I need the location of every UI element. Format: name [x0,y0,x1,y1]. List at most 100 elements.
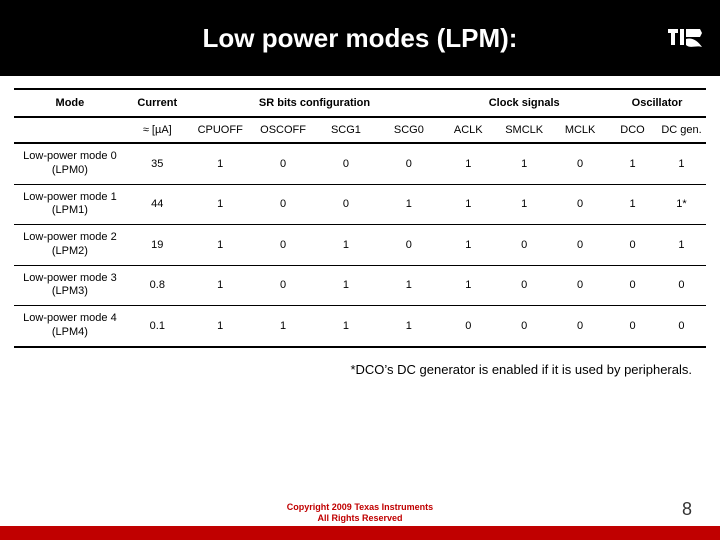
data-cell: 1 [189,184,252,225]
data-cell: 0.8 [126,265,189,306]
table-header-sub-row: ≈ [µA] CPUOFF OSCOFF SCG1 SCG0 ACLK SMCL… [14,117,706,143]
sub-header: CPUOFF [189,117,252,143]
slide: Low power modes (LPM): Mode Current SR b… [0,0,720,540]
data-cell: 0 [252,143,315,184]
data-cell: 1 [315,225,378,266]
sub-header: SCG0 [377,117,440,143]
data-cell: 1 [189,265,252,306]
mode-line1: Low-power mode 1 [23,191,117,203]
data-cell: 1 [189,306,252,347]
data-cell: 0 [608,265,657,306]
mode-cell: Low-power mode 4 (LPM4) [14,306,126,347]
data-cell: 0 [657,265,706,306]
table-body: Low-power mode 0(LPM0)35100011011Low-pow… [14,143,706,347]
mode-line2: (LPM0) [52,164,88,176]
data-cell: 0 [315,184,378,225]
col-header-osc: Oscillator [608,89,706,117]
slide-title: Low power modes (LPM): [203,23,518,54]
data-cell: 0 [252,265,315,306]
data-cell: 0 [377,225,440,266]
data-cell: 1 [315,265,378,306]
data-cell: 1 [496,184,552,225]
data-cell: 0 [552,225,608,266]
footnote: *DCO’s DC generator is enabled if it is … [14,348,706,377]
data-cell: 0 [552,184,608,225]
data-cell: 1 [608,143,657,184]
mode-cell: Low-power mode 3(LPM3) [14,265,126,306]
page-number: 8 [682,499,692,520]
footer: Copyright 2009 Texas Instruments All Rig… [0,494,720,540]
data-cell: 0 [552,143,608,184]
data-cell: 1 [657,225,706,266]
data-cell: 0 [496,225,552,266]
sub-header: DC gen. [657,117,706,143]
data-cell: 0 [377,143,440,184]
ti-logo [666,23,704,53]
sub-header: OSCOFF [252,117,315,143]
data-cell: 0 [252,225,315,266]
data-cell: 0.1 [126,306,189,347]
data-cell: 1 [440,184,496,225]
mode-line1: Low-power mode 2 [23,231,117,243]
footer-line1: Copyright 2009 Texas Instruments [0,502,720,513]
mode-line2: (LPM2) [52,245,88,257]
data-cell: 1 [377,306,440,347]
data-cell: 0 [552,306,608,347]
footer-bar [0,526,720,540]
data-cell: 44 [126,184,189,225]
mode-line1: Low-power mode 0 [23,150,117,162]
data-cell: 1 [496,143,552,184]
data-cell: 0 [496,265,552,306]
data-cell: 0 [608,306,657,347]
data-cell: 1 [440,265,496,306]
title-bar: Low power modes (LPM): [0,0,720,76]
data-cell: 0 [552,265,608,306]
data-cell: 0 [440,306,496,347]
footer-line2: All Rights Reserved [0,513,720,524]
mode-line2: (LPM1) [52,204,88,216]
data-cell: 1 [440,143,496,184]
data-cell: 1 [189,143,252,184]
data-cell: 1 [657,143,706,184]
mode-line2: (LPM4) [52,326,88,338]
mode-line1: Low-power mode 4 [23,312,117,324]
mode-line2: (LPM3) [52,285,88,297]
col-header-sr: SR bits configuration [189,89,441,117]
table-row: Low-power mode 0(LPM0)35100011011 [14,143,706,184]
data-cell: 0 [496,306,552,347]
data-cell: 1 [315,306,378,347]
data-cell: 1 [608,184,657,225]
data-cell: 0 [657,306,706,347]
table-row: Low-power mode 2(LPM2)19101010001 [14,225,706,266]
data-cell: 1 [440,225,496,266]
footer-text: Copyright 2009 Texas Instruments All Rig… [0,502,720,524]
data-cell: 1 [252,306,315,347]
table-row: Low-power mode 3(LPM3)0.8101110000 [14,265,706,306]
data-cell: 0 [608,225,657,266]
sub-header: ≈ [µA] [126,117,189,143]
data-cell: 0 [315,143,378,184]
table-row: Low-power mode 1(LPM1)44100111011* [14,184,706,225]
mode-cell: Low-power mode 2 (LPM2) [14,225,126,266]
sub-header: MCLK [552,117,608,143]
data-cell: 19 [126,225,189,266]
content-area: Mode Current SR bits configuration Clock… [0,76,720,377]
data-cell: 35 [126,143,189,184]
mode-cell: Low-power mode 0 (LPM0) [14,143,126,184]
sub-header: SMCLK [496,117,552,143]
data-cell: 1* [657,184,706,225]
lpm-table: Mode Current SR bits configuration Clock… [14,88,706,348]
mode-line1: Low-power mode 3 [23,272,117,284]
data-cell: 1 [377,184,440,225]
mode-cell: Low-power mode 1(LPM1) [14,184,126,225]
col-header-mode: Mode [14,89,126,117]
sub-header: SCG1 [315,117,378,143]
sub-header [14,117,126,143]
data-cell: 1 [189,225,252,266]
data-cell: 1 [377,265,440,306]
data-cell: 0 [252,184,315,225]
col-header-clock: Clock signals [440,89,608,117]
table-row: Low-power mode 4(LPM4)0.1111100000 [14,306,706,347]
table-header-group-row: Mode Current SR bits configuration Clock… [14,89,706,117]
sub-header: ACLK [440,117,496,143]
